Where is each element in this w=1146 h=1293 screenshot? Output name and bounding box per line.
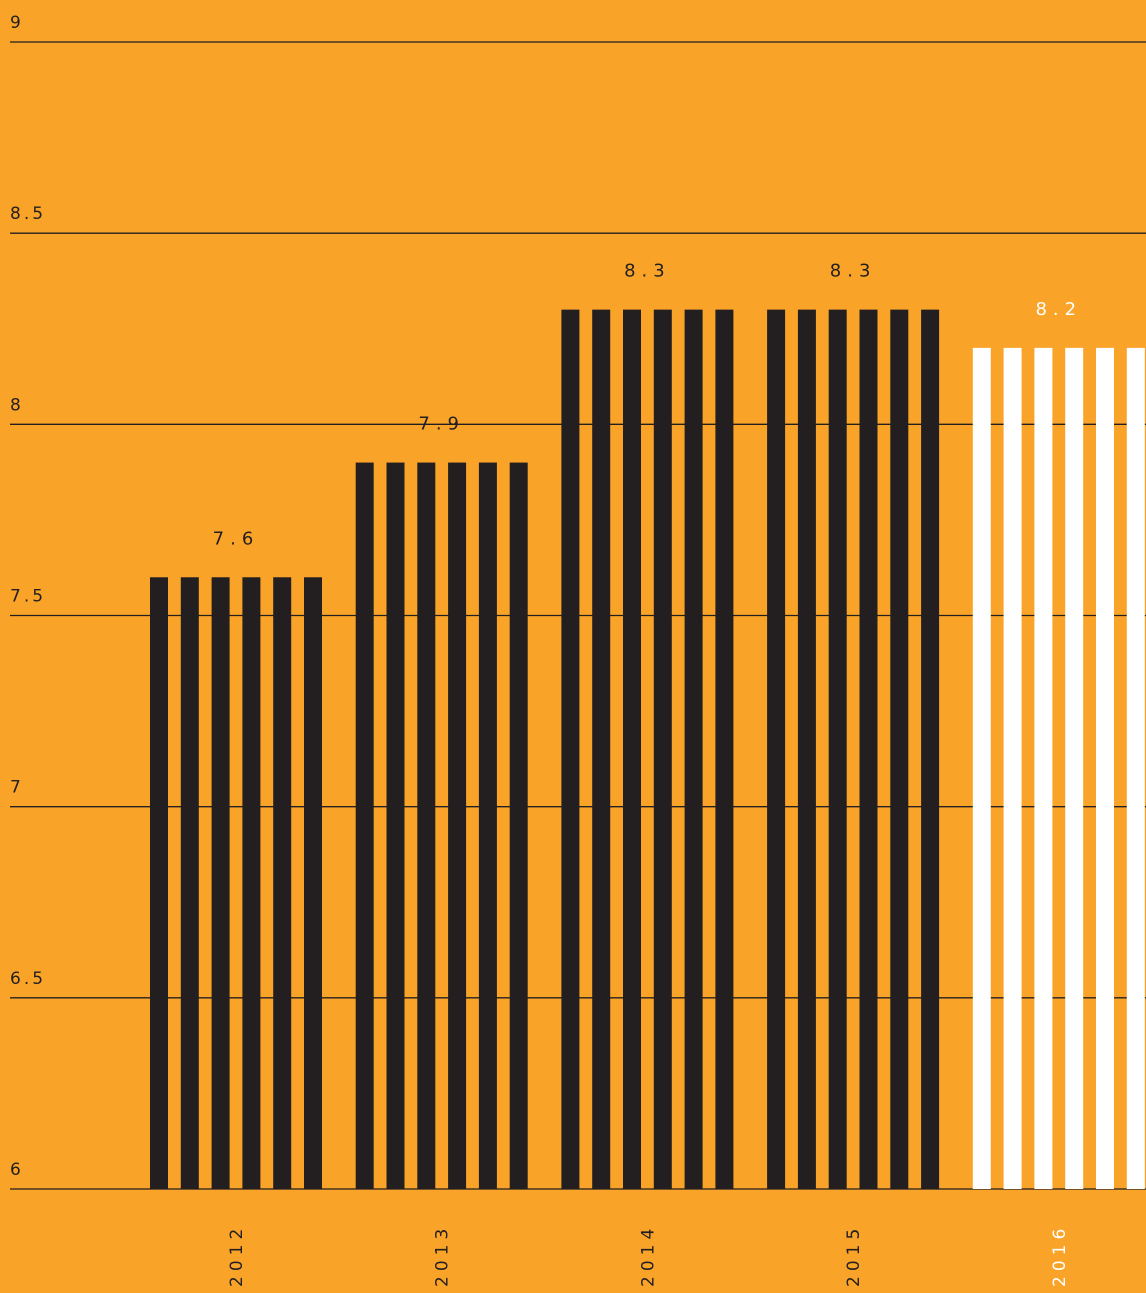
bar-stripe bbox=[921, 309, 940, 1190]
bar-group-2014 bbox=[561, 309, 734, 1190]
bar-stripe bbox=[448, 462, 467, 1190]
y-tick-label: 7.5 bbox=[10, 587, 46, 607]
value-labels: 7.6 7.9 8.3 8.3 8.2 bbox=[213, 261, 1082, 550]
bar-group-2012 bbox=[150, 577, 322, 1189]
y-tick-label: 6.5 bbox=[10, 969, 46, 989]
y-axis-ticks: 6 6.5 7 7.5 8 8.5 9 bbox=[10, 13, 46, 1180]
x-axis-label: 2015 bbox=[844, 1224, 864, 1287]
value-label: 8.3 bbox=[830, 261, 877, 282]
bar-stripe bbox=[355, 462, 374, 1190]
y-tick-label: 8.5 bbox=[10, 204, 46, 224]
y-tick-label: 9 bbox=[10, 13, 24, 33]
bar-stripe bbox=[273, 577, 292, 1189]
value-label: 8.2 bbox=[1035, 299, 1082, 320]
bar-stripe bbox=[304, 577, 322, 1189]
bar-stripe bbox=[211, 577, 230, 1189]
bar-stripe bbox=[242, 577, 261, 1189]
bars bbox=[150, 309, 1145, 1190]
bar-stripe bbox=[417, 462, 436, 1190]
bar-group-2013 bbox=[355, 462, 528, 1190]
x-axis-labels: 2012 2013 2014 2015 2016 bbox=[227, 1224, 1070, 1287]
bar-stripe bbox=[386, 462, 405, 1190]
bar-stripe bbox=[561, 309, 580, 1190]
value-label: 7.6 bbox=[213, 528, 260, 549]
bar-stripe bbox=[797, 309, 816, 1190]
x-axis-label: 2016 bbox=[1050, 1224, 1070, 1287]
x-axis-label: 2012 bbox=[227, 1224, 247, 1287]
bar-stripe bbox=[1126, 347, 1145, 1189]
bar-stripe bbox=[859, 309, 878, 1190]
bar-stripe bbox=[653, 309, 672, 1190]
bar-stripe bbox=[715, 309, 734, 1190]
bar-stripe bbox=[828, 309, 847, 1190]
y-tick-label: 8 bbox=[10, 395, 24, 415]
bar-stripe bbox=[180, 577, 199, 1189]
bar-stripe bbox=[592, 309, 611, 1190]
bar-group-2016 bbox=[972, 347, 1145, 1189]
y-tick-label: 7 bbox=[10, 778, 24, 798]
x-axis-label: 2013 bbox=[433, 1224, 453, 1287]
bar-stripe bbox=[150, 577, 168, 1189]
bar-stripe bbox=[1034, 347, 1053, 1189]
bar-stripe bbox=[1065, 347, 1084, 1189]
x-axis-label: 2014 bbox=[638, 1224, 658, 1287]
bar-stripe bbox=[509, 462, 528, 1190]
bar-stripe bbox=[1096, 347, 1114, 1189]
bar-group-2015 bbox=[767, 309, 940, 1190]
bar-stripe bbox=[623, 309, 641, 1190]
value-label: 7.9 bbox=[418, 414, 465, 435]
value-label: 8.3 bbox=[624, 261, 671, 282]
bar-stripe bbox=[972, 347, 991, 1189]
bar-stripe bbox=[478, 462, 497, 1190]
bar-stripe bbox=[890, 309, 909, 1190]
bar-stripe bbox=[1003, 347, 1022, 1189]
bar-stripe bbox=[684, 309, 703, 1190]
bar-stripe bbox=[767, 309, 786, 1190]
y-tick-label: 6 bbox=[10, 1160, 24, 1180]
